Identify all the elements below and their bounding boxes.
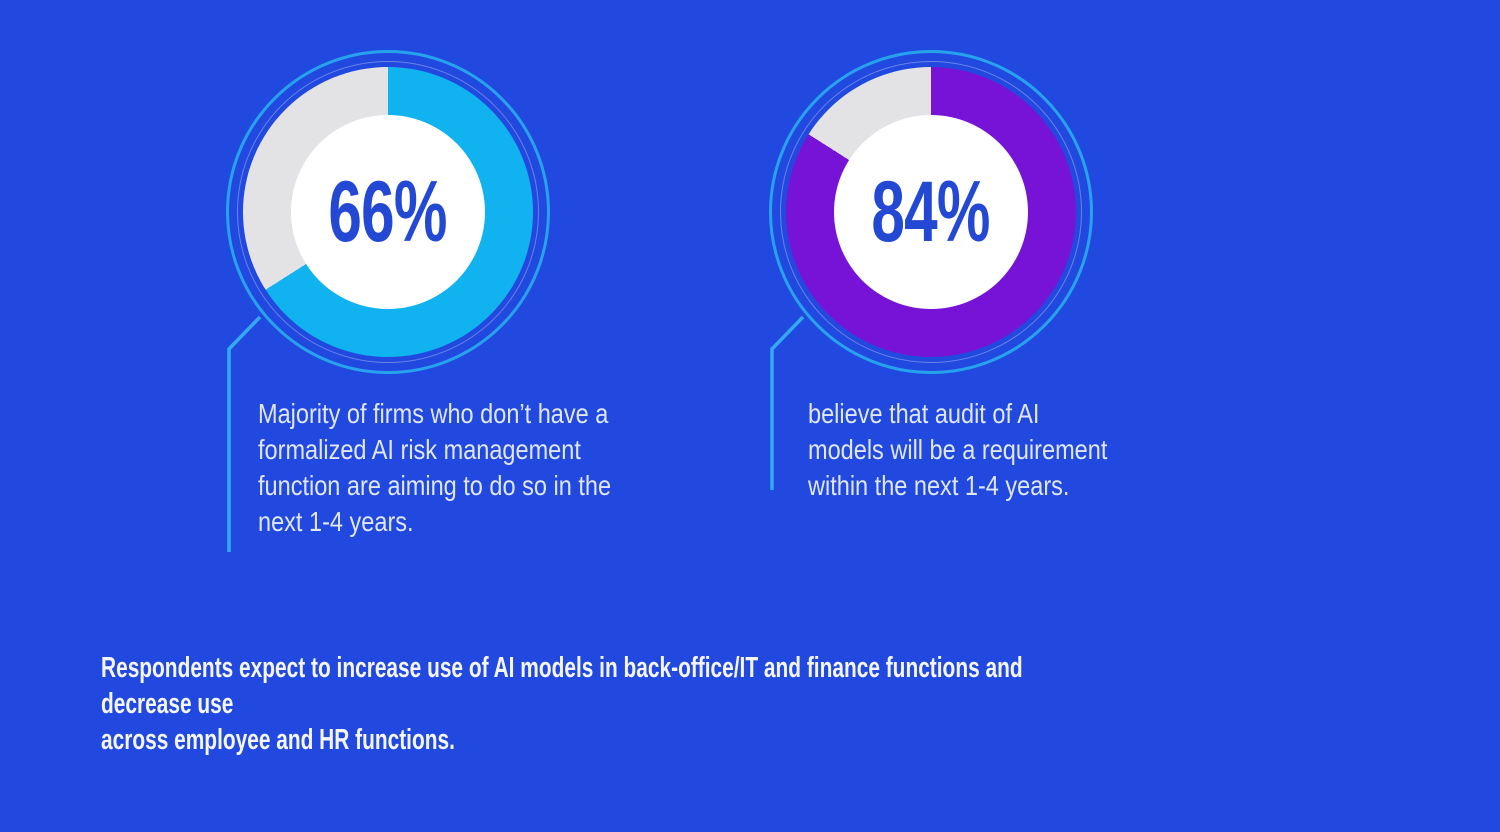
- left-connector-line: [227, 315, 262, 552]
- left-donut-outer-ring: [226, 50, 550, 374]
- right-connector-line: [770, 315, 805, 490]
- left-donut-caption: Majority of firms who don’t have a forma…: [258, 398, 612, 537]
- left-percentage-value: 66%: [328, 164, 448, 260]
- right-donut-chart: 84%: [786, 67, 1076, 357]
- left-donut-hole: 66%: [291, 115, 485, 309]
- right-donut-outer-ring: [769, 50, 1093, 374]
- right-percentage-value: 84%: [871, 164, 991, 260]
- right-donut-hole: 84%: [834, 115, 1028, 309]
- right-donut-caption: believe that audit of AI models will be …: [808, 398, 1108, 501]
- footer-statement: Respondents expect to increase use of AI…: [101, 652, 1023, 756]
- left-donut-chart: 66%: [243, 67, 533, 357]
